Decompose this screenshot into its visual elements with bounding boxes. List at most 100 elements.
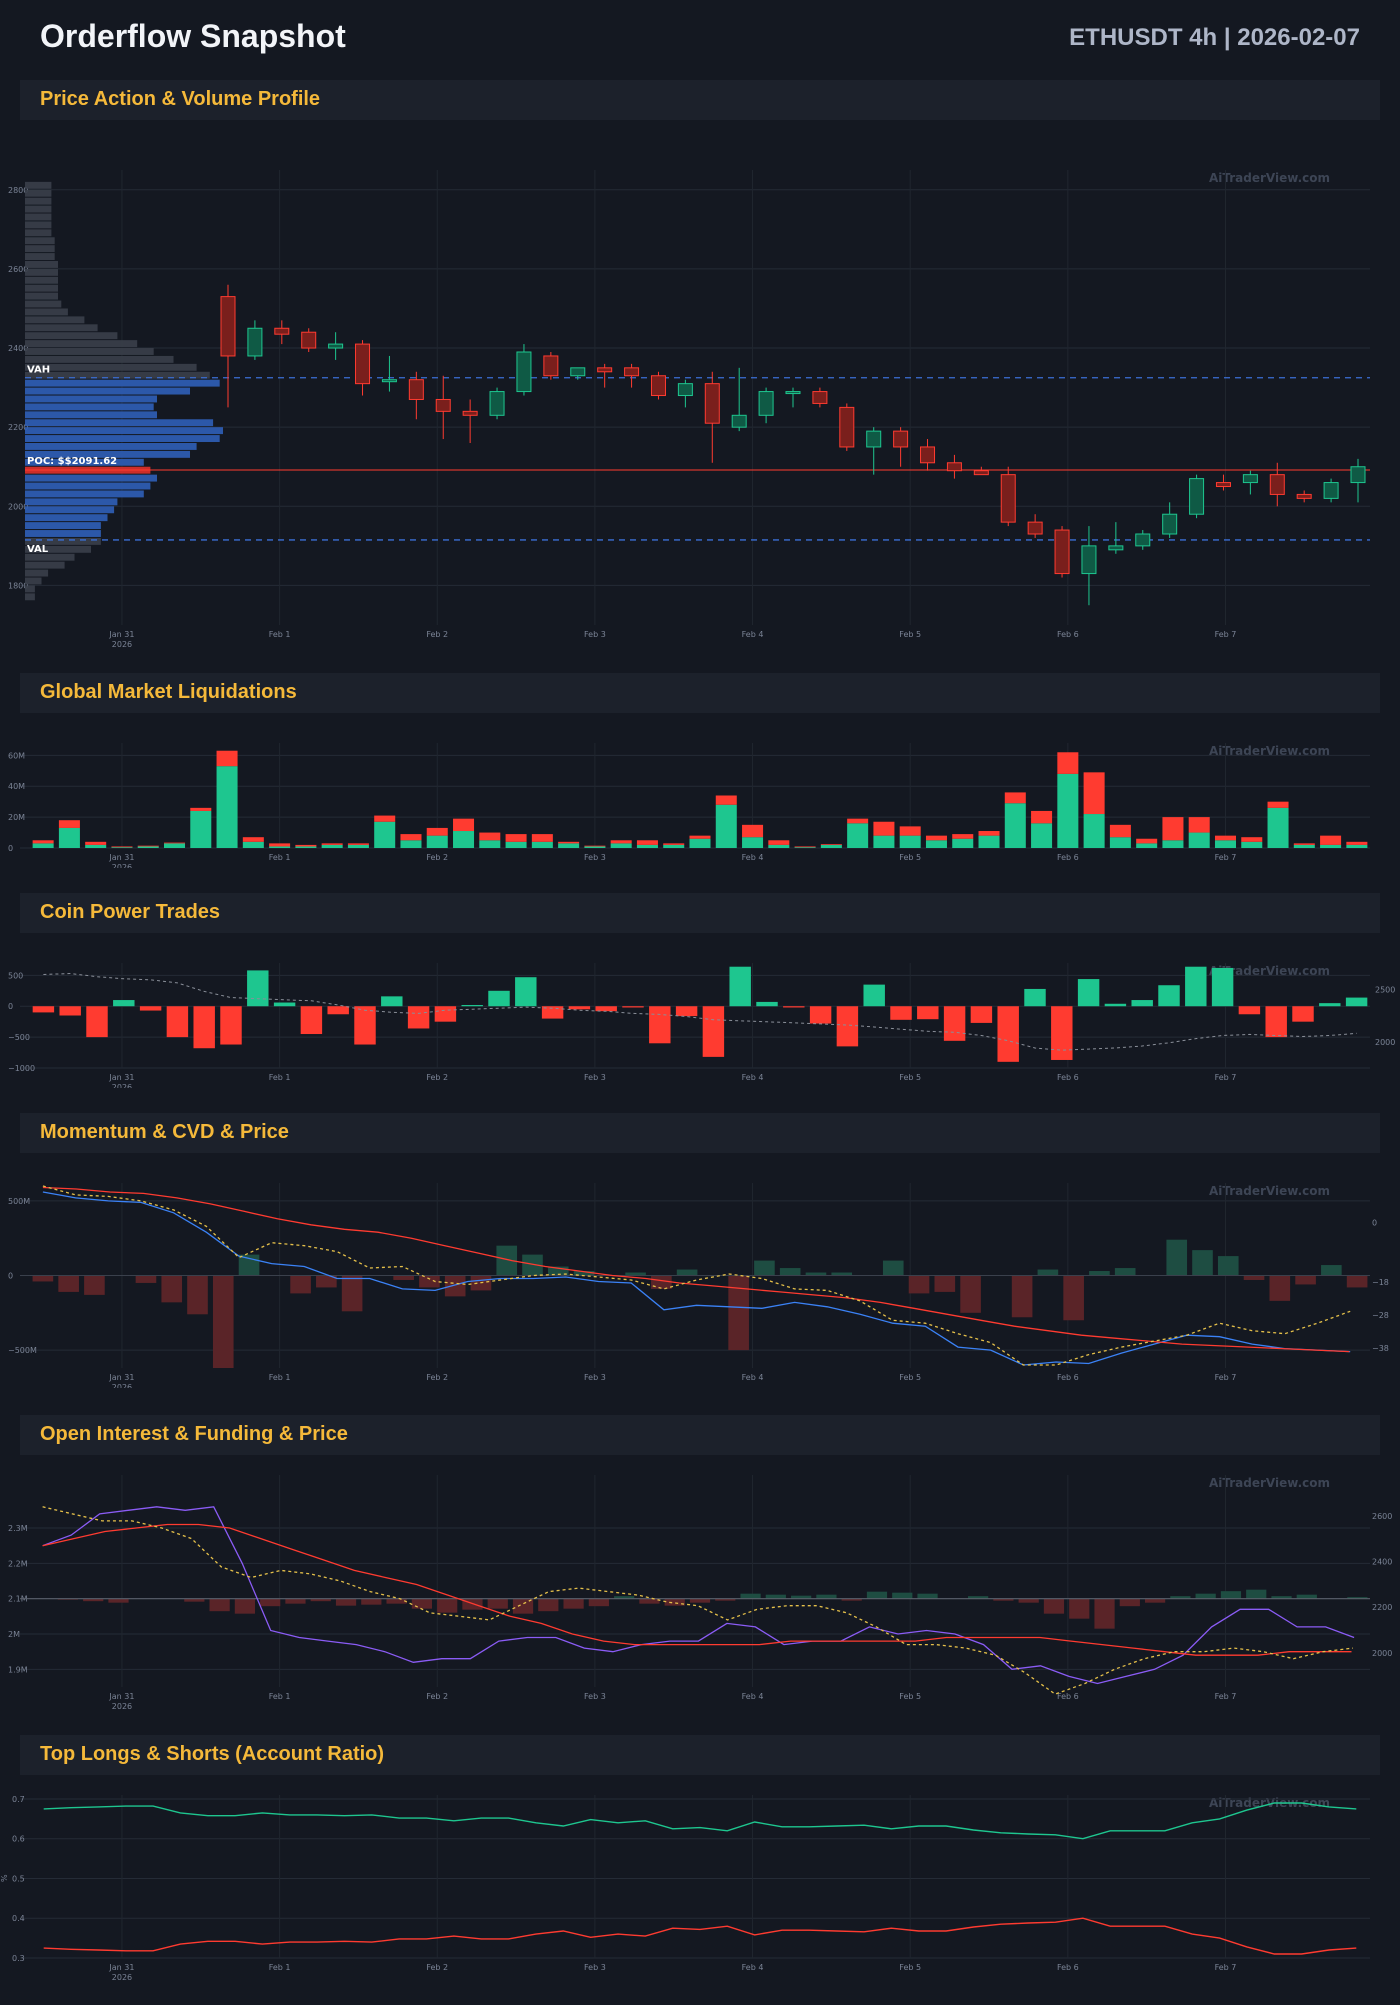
long-liquidation-bar	[1057, 773, 1079, 848]
power-trade-bar	[461, 1005, 483, 1007]
short-liquidation-bar	[1083, 772, 1105, 815]
x-tick-label: Feb 3	[584, 853, 606, 862]
momentum-bar	[1192, 1250, 1213, 1276]
volume-profile-bar	[25, 482, 151, 490]
power-trade-bar	[1131, 1000, 1153, 1007]
x-tick-label: Feb 2	[426, 1073, 448, 1082]
momentum-bar	[1166, 1239, 1188, 1276]
page-header: Orderflow Snapshot ETHUSDT 4h | 2026-02-…	[0, 0, 1400, 75]
y-tick-label: 2M	[8, 1630, 20, 1639]
momentum-bar	[625, 1272, 646, 1276]
short-liquidation-bar	[742, 824, 764, 838]
momentum-bar	[444, 1275, 466, 1297]
long-liquidation-bar	[269, 846, 291, 848]
short-liquidation-bar	[925, 835, 947, 841]
funding-bar	[993, 1598, 1014, 1601]
short-liquidation-bar	[1267, 801, 1289, 808]
power-trade-bar	[917, 1006, 939, 1020]
power-trade-bar	[166, 1006, 189, 1038]
volume-profile-bar	[25, 308, 68, 316]
section-title: Top Longs & Shorts (Account Ratio)	[40, 1743, 385, 1765]
x-tick-label: Feb 6	[1057, 853, 1079, 862]
momentum-bar	[779, 1268, 801, 1276]
long-liquidation-bar	[531, 841, 553, 848]
x-tick-label: Feb 3	[584, 630, 606, 639]
candle-body	[677, 383, 693, 397]
funding-bar	[310, 1598, 331, 1602]
power-trade-bar	[675, 1006, 698, 1017]
short-liquidation-bar	[1031, 810, 1053, 824]
volume-profile-bar	[25, 498, 118, 506]
momentum-bar	[934, 1275, 956, 1292]
long-liquidation-bar	[1004, 803, 1026, 848]
funding-bar	[108, 1598, 129, 1603]
section-title: Momentum & CVD & Price	[40, 1121, 289, 1143]
page-title: Orderflow Snapshot	[40, 18, 346, 54]
long-liquidation-bar	[1083, 814, 1105, 848]
volume-profile-bar	[25, 427, 223, 435]
candle-body	[1350, 466, 1366, 484]
poc-label: POC: $$2091.62	[27, 456, 117, 467]
long-liquidation-bar	[85, 844, 107, 848]
power-trade-bar	[515, 977, 537, 1007]
short-liquidation-bar	[1188, 817, 1210, 833]
volume-profile-bar	[25, 276, 58, 284]
power-trade-bar	[970, 1006, 993, 1023]
y2-tick-label: −38	[1372, 1344, 1389, 1353]
x-tick-label: Feb 5	[899, 1373, 921, 1382]
y-tick-label: 0	[8, 1002, 13, 1011]
y-tick-label: 2000	[8, 502, 28, 511]
candle-body	[489, 391, 505, 416]
section-header-long-short: Top Longs & Shorts (Account Ratio)	[20, 1735, 1380, 1775]
val-label: VAL	[27, 544, 49, 555]
long-liquidation-bar	[952, 838, 974, 848]
long-short-ratio-chart[interactable]: AiTraderView.com 0.3 0.4 0.5 0.6 0.7 Jan 31202…	[0, 1785, 1400, 2000]
funding-bar	[740, 1593, 761, 1599]
short-liquidation-bar	[374, 815, 396, 822]
x-tick-label: Feb 3	[584, 1073, 606, 1082]
momentum-bar	[1063, 1275, 1084, 1321]
candle-body	[812, 391, 828, 404]
open-interest-funding-chart[interactable]: AiTraderView.com 1.9M 2M 2.1M 2.2M 2.3M Jan 31…	[0, 1465, 1400, 1715]
power-trade-bar	[1319, 1003, 1341, 1007]
x-tick-label: Feb 2	[426, 1692, 448, 1701]
watermark: AiTraderView.com	[1209, 744, 1330, 758]
candle-body	[785, 391, 801, 395]
momentum-bar	[316, 1275, 337, 1288]
funding-bar	[285, 1598, 306, 1604]
power-trade-bar	[327, 1006, 349, 1015]
long-liquidation-bar	[925, 840, 947, 848]
short-liquidation-bar	[978, 831, 1000, 836]
power-trade-bar	[997, 1006, 1019, 1062]
power-trade-bar	[273, 1002, 296, 1007]
y-tick-label: 2600	[8, 265, 28, 274]
long-liquidation-bar	[768, 844, 790, 848]
momentum-bar	[1321, 1265, 1342, 1276]
candle-body	[1081, 545, 1097, 575]
volume-profile-bar	[25, 355, 174, 363]
momentum-bar	[1217, 1256, 1239, 1276]
short-liquidation-bar	[32, 840, 54, 844]
candle-body	[946, 462, 962, 472]
volume-profile-bar	[25, 553, 75, 561]
volume-profile-bar	[25, 443, 197, 450]
x-tick-label: Jan 31	[108, 630, 134, 639]
long-liquidation-bar	[794, 847, 816, 848]
x-tick-label: Feb 6	[1057, 1692, 1079, 1701]
long-liquidation-bar	[111, 847, 133, 848]
long-liquidation-bar	[479, 840, 501, 848]
open-interest-line	[42, 1506, 1355, 1685]
y-tick-label: 500	[8, 971, 23, 980]
long-liquidation-bar	[558, 843, 580, 848]
x-tick-label: Feb 5	[899, 1073, 921, 1082]
short-liquidation-bar	[1293, 843, 1315, 845]
power-trade-bar	[568, 1006, 591, 1010]
short-liquidation-bar	[216, 750, 238, 767]
funding-bar	[386, 1598, 407, 1604]
price-volume-profile-chart[interactable]: AiTraderView.com 1800 2000 2200 2400 2600 2800…	[0, 150, 1400, 660]
candle-body	[1323, 482, 1339, 499]
funding-bar	[512, 1598, 534, 1614]
